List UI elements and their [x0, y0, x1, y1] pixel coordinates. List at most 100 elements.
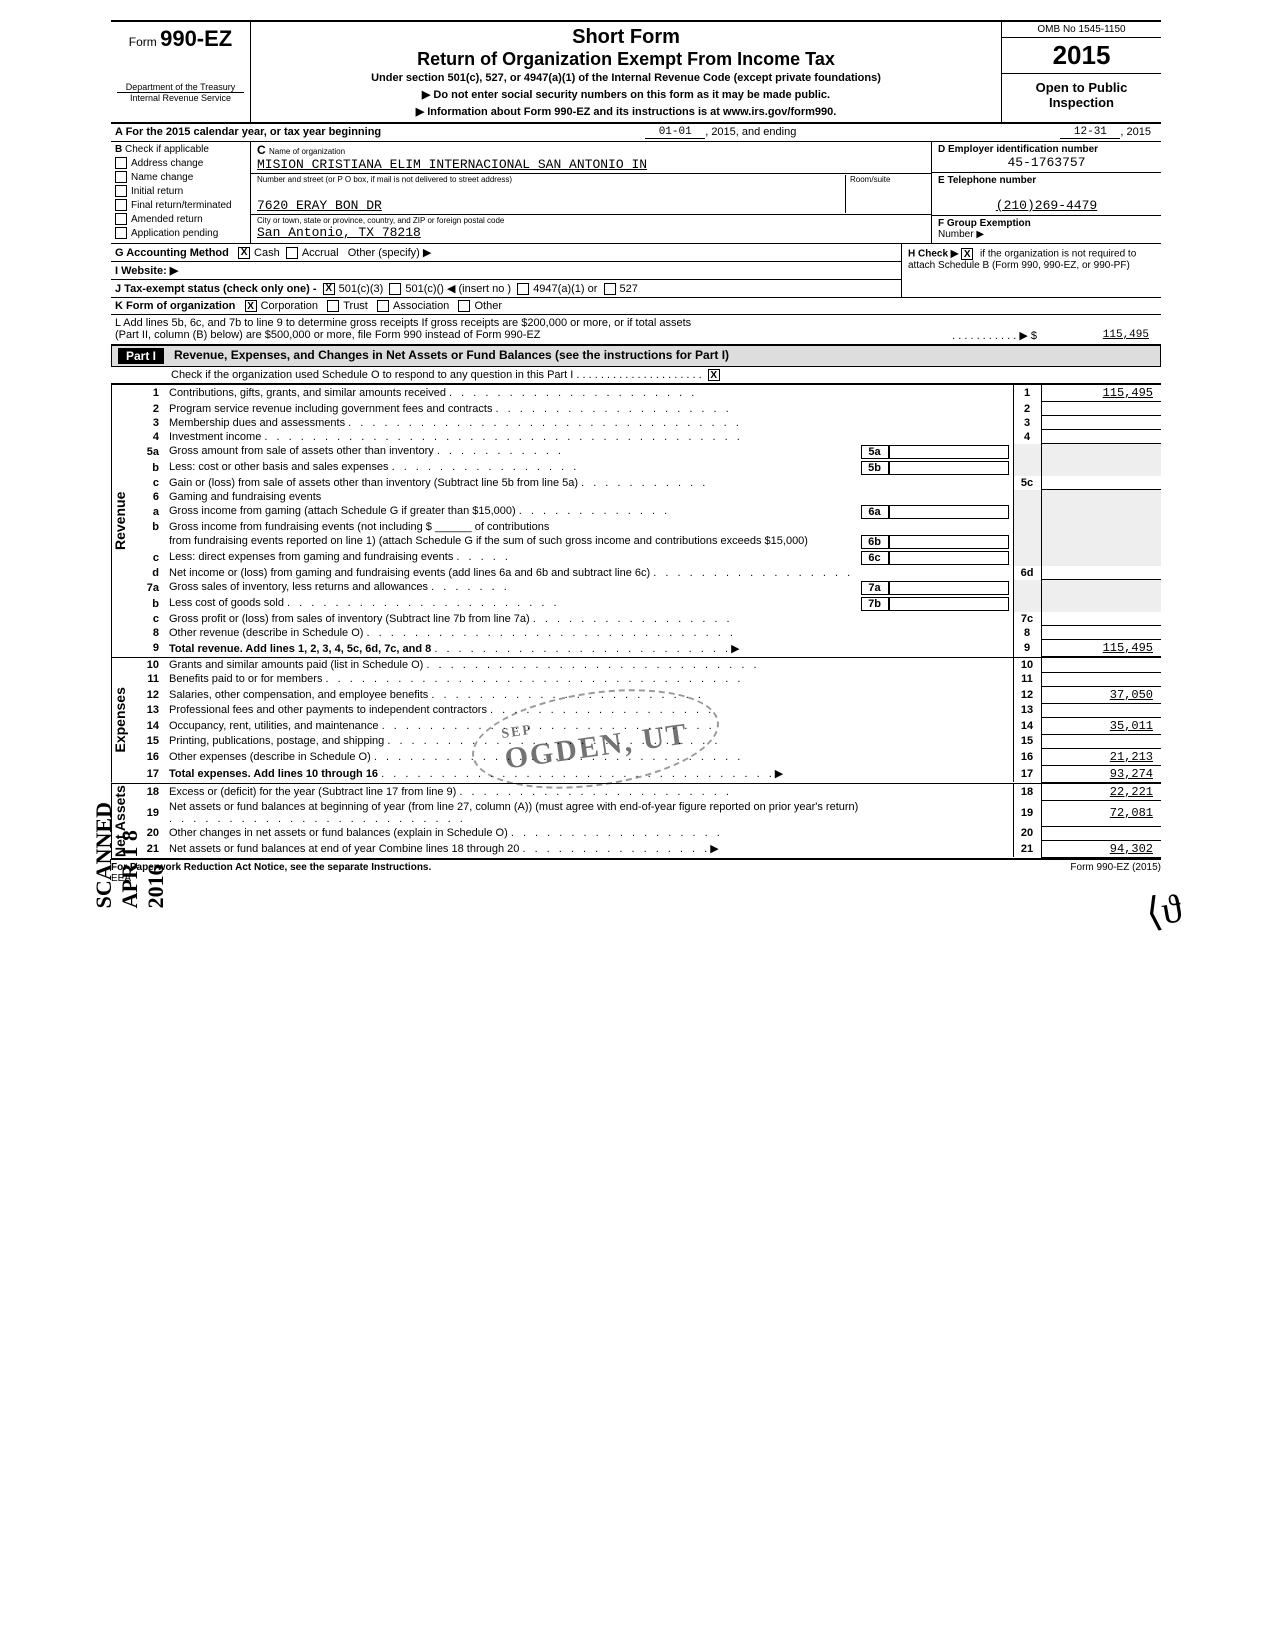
- lbl-501c3: 501(c)(3): [339, 283, 384, 295]
- title-main: Short Form: [261, 26, 991, 49]
- box-c: C Name of organization MISION CRISTIANA …: [251, 142, 931, 243]
- lbl-pending: Application pending: [131, 228, 218, 239]
- chk-final-return[interactable]: [115, 199, 127, 211]
- chk-name-change[interactable]: [115, 171, 127, 183]
- year-end: 12-31: [1060, 126, 1120, 139]
- chk-527[interactable]: [604, 283, 616, 295]
- omb-number: OMB No 1545-1150: [1002, 22, 1161, 38]
- org-name: MISION CRISTIANA ELIM INTERNACIONAL SAN …: [257, 157, 925, 172]
- line-21: 21Net assets or fund balances at end of …: [137, 840, 1161, 857]
- lbl-other: Other (specify) ▶: [348, 246, 432, 259]
- line-5a: 5aGross amount from sale of assets other…: [137, 444, 1161, 460]
- line-j: J Tax-exempt status (check only one) - X…: [111, 280, 901, 298]
- lbl-corp: Corporation: [261, 300, 318, 312]
- tax-year: 2015: [1002, 38, 1161, 74]
- line-5c: cGain or (loss) from sale of assets othe…: [137, 476, 1161, 490]
- lbl-accrual: Accrual: [302, 247, 339, 259]
- address-block: B Check if applicable Address change Nam…: [111, 142, 1161, 244]
- lbl-insert: ) ◀ (insert no ): [440, 282, 511, 295]
- title-under: Under section 501(c), 527, or 4947(a)(1)…: [261, 72, 991, 84]
- title-arrow1: ▶ Do not enter social security numbers o…: [261, 88, 991, 101]
- right-box: OMB No 1545-1150 2015 Open to Public Ins…: [1001, 22, 1161, 122]
- lbl-cash: Cash: [254, 247, 280, 259]
- k-label: K Form of organization: [115, 300, 235, 312]
- chk-501c3[interactable]: X: [323, 283, 335, 295]
- line-8: 8Other revenue (describe in Schedule O) …: [137, 626, 1161, 640]
- revenue-table: 1Contributions, gifts, grants, and simil…: [137, 385, 1161, 657]
- lbl-amended: Amended return: [131, 214, 203, 225]
- chk-501c[interactable]: [389, 283, 401, 295]
- netassets-side-label: Net Assets: [111, 784, 137, 858]
- line-13: 13Professional fees and other payments t…: [137, 703, 1161, 717]
- lbl-501c: 501(c)(: [405, 283, 440, 295]
- chk-amended[interactable]: [115, 213, 127, 225]
- line-6: 6Gaming and fundraising events: [137, 490, 1161, 504]
- f-label: F Group Exemption: [938, 218, 1155, 229]
- chk-cash[interactable]: X: [238, 247, 250, 259]
- netassets-table: 18Excess or (deficit) for the year (Subt…: [137, 784, 1161, 858]
- chk-accrual[interactable]: [286, 247, 298, 259]
- line-7c: cGross profit or (loss) from sales of in…: [137, 612, 1161, 626]
- title-box: Short Form Return of Organization Exempt…: [251, 22, 1001, 122]
- chk-address-change[interactable]: [115, 157, 127, 169]
- box-b: B Check if applicable Address change Nam…: [111, 142, 251, 243]
- open-public: Open to Public Inspection: [1002, 74, 1161, 116]
- l-text1: L Add lines 5b, 6c, and 7b to line 9 to …: [115, 317, 1157, 329]
- street: 7620 ERAY BON DR: [257, 198, 845, 213]
- part1-label: Part I: [118, 348, 164, 364]
- footer-right: Form 990-EZ (2015): [1070, 862, 1161, 884]
- form-number: 990-EZ: [160, 26, 232, 51]
- line-7a: 7aGross sales of inventory, less returns…: [137, 580, 1161, 596]
- line-15: 15Printing, publications, postage, and s…: [137, 734, 1161, 748]
- line-6c: cLess: direct expenses from gaming and f…: [137, 550, 1161, 566]
- l-text2: (Part II, column (B) below) are $500,000…: [115, 329, 541, 342]
- line-3: 3Membership dues and assessments . . . .…: [137, 416, 1161, 430]
- yearline-mid: , 2015, and ending: [705, 126, 796, 139]
- chk-trust[interactable]: [327, 300, 339, 312]
- line-19: 19Net assets or fund balances at beginni…: [137, 800, 1161, 826]
- line-i: I Website: ▶: [111, 262, 901, 280]
- part1-check-row: Check if the organization used Schedule …: [111, 367, 1161, 384]
- lbl-name-change: Name change: [131, 172, 193, 183]
- d-label: D Employer identification number: [938, 144, 1155, 155]
- chk-other-k[interactable]: [458, 300, 470, 312]
- chk-4947[interactable]: [517, 283, 529, 295]
- line-5b: bLess: cost or other basis and sales exp…: [137, 460, 1161, 476]
- line-2: 2Program service revenue including gover…: [137, 402, 1161, 416]
- line-4: 4Investment income . . . . . . . . . . .…: [137, 430, 1161, 444]
- chk-h[interactable]: X: [961, 248, 973, 260]
- form-label: Form: [129, 35, 157, 49]
- lbl-other-k: Other: [474, 300, 502, 312]
- chk-schedule-o[interactable]: X: [708, 369, 720, 381]
- footer: For Paperwork Reduction Act Notice, see …: [111, 860, 1161, 884]
- ein: 45-1763757: [938, 155, 1155, 170]
- netassets-section: Net Assets 18Excess or (deficit) for the…: [111, 783, 1161, 860]
- line-1: 1Contributions, gifts, grants, and simil…: [137, 385, 1161, 402]
- line-9: 9Total revenue. Add lines 1, 2, 3, 4, 5c…: [137, 640, 1161, 657]
- lbl-initial-return: Initial return: [131, 186, 183, 197]
- line-11: 11Benefits paid to or for members . . . …: [137, 672, 1161, 686]
- lbl-assoc: Association: [393, 300, 449, 312]
- part1-check-text: Check if the organization used Schedule …: [171, 369, 702, 381]
- chk-initial-return[interactable]: [115, 185, 127, 197]
- lbl-final-return: Final return/terminated: [131, 200, 232, 211]
- b-check: Check if applicable: [125, 144, 209, 155]
- line-12: 12Salaries, other compensation, and empl…: [137, 686, 1161, 703]
- chk-pending[interactable]: [115, 227, 127, 239]
- line-18: 18Excess or (deficit) for the year (Subt…: [137, 784, 1161, 801]
- line-14: 14Occupancy, rent, utilities, and mainte…: [137, 717, 1161, 734]
- year-line: A For the 2015 calendar year, or tax yea…: [111, 124, 1161, 142]
- chk-corp[interactable]: X: [245, 300, 257, 312]
- chk-assoc[interactable]: [377, 300, 389, 312]
- line-16: 16Other expenses (describe in Schedule O…: [137, 748, 1161, 765]
- street-label: Number and street (or P O box, if mail i…: [257, 175, 845, 184]
- initials: ⟨ϑ: [1142, 884, 1185, 936]
- phone: (210)269-4479: [938, 198, 1155, 213]
- g-label: G Accounting Method: [115, 247, 229, 259]
- e-label: E Telephone number: [938, 175, 1155, 186]
- line-6b-pre: bGross income from fundraising events (n…: [137, 520, 1161, 534]
- line-6a: aGross income from gaming (attach Schedu…: [137, 504, 1161, 520]
- b-label: B: [115, 144, 122, 155]
- expenses-side-label: Expenses: [111, 658, 137, 783]
- revenue-side-label: Revenue: [111, 385, 137, 657]
